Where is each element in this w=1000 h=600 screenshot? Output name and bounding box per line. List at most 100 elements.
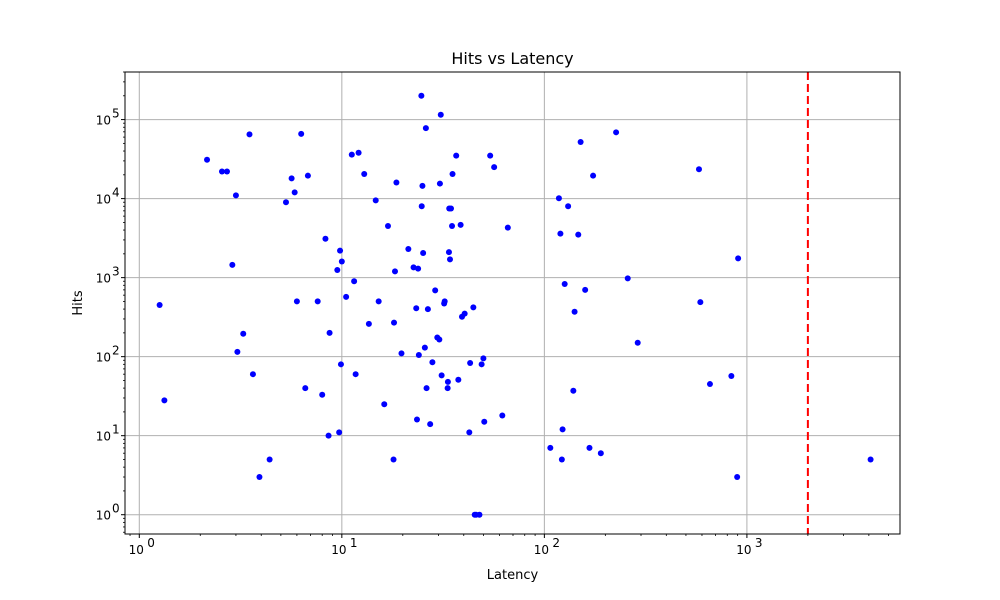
data-point xyxy=(405,246,412,253)
data-point xyxy=(695,166,702,173)
data-point xyxy=(229,261,236,268)
data-point xyxy=(565,203,572,210)
data-point xyxy=(470,304,477,311)
data-point xyxy=(557,230,564,237)
x-tick-label: 10 xyxy=(534,543,549,557)
data-point xyxy=(304,172,311,179)
data-point xyxy=(461,310,468,317)
data-point xyxy=(415,351,422,358)
data-point xyxy=(441,298,448,305)
data-points xyxy=(156,92,874,518)
data-point xyxy=(453,152,460,159)
data-point xyxy=(234,348,241,355)
data-point xyxy=(319,391,326,398)
data-point xyxy=(410,264,417,271)
data-point xyxy=(728,372,735,379)
data-point xyxy=(413,416,420,423)
data-point xyxy=(449,223,456,230)
data-point xyxy=(582,286,589,293)
data-point xyxy=(415,265,422,272)
y-tick-label: 10 xyxy=(96,193,111,207)
data-point xyxy=(444,385,451,392)
data-point xyxy=(246,131,253,138)
y-tick-label: 10 xyxy=(96,509,111,523)
data-point xyxy=(419,182,426,189)
data-point xyxy=(398,350,405,357)
x-tick-exponent: 0 xyxy=(147,536,155,550)
data-point xyxy=(337,247,344,254)
y-tick-exponent: 0 xyxy=(112,502,120,516)
data-point xyxy=(455,376,462,383)
data-point xyxy=(438,372,445,379)
data-point xyxy=(734,474,741,481)
data-point xyxy=(325,432,332,439)
data-point xyxy=(476,511,483,518)
data-point xyxy=(449,170,456,177)
data-point xyxy=(575,231,582,238)
y-tick-exponent: 2 xyxy=(112,344,120,358)
data-point xyxy=(706,381,713,388)
data-point xyxy=(555,195,562,202)
data-point xyxy=(597,450,604,457)
data-point xyxy=(326,329,333,336)
data-point xyxy=(314,298,321,305)
data-point xyxy=(491,164,498,171)
data-point xyxy=(558,456,565,463)
data-point xyxy=(448,205,455,212)
data-point xyxy=(577,139,584,146)
plot-area-frame xyxy=(124,71,901,535)
x-tick-label: 10 xyxy=(129,543,144,557)
data-point xyxy=(867,456,874,463)
y-tick-label: 10 xyxy=(96,114,111,128)
data-point xyxy=(590,172,597,179)
data-point xyxy=(478,361,485,368)
data-point xyxy=(156,302,163,309)
data-point xyxy=(256,474,263,481)
data-point xyxy=(293,298,300,305)
y-tick-exponent: 1 xyxy=(112,423,120,437)
data-point xyxy=(355,149,362,156)
data-point xyxy=(432,287,439,294)
y-tick-label: 10 xyxy=(96,351,111,365)
data-point xyxy=(384,223,391,230)
data-point xyxy=(391,319,398,326)
x-tick-label: 10 xyxy=(736,543,751,557)
data-point xyxy=(457,221,464,228)
x-tick-exponent: 2 xyxy=(552,536,560,550)
data-point xyxy=(547,444,554,451)
data-point xyxy=(381,401,388,408)
data-point xyxy=(481,418,488,425)
data-point xyxy=(348,151,355,158)
data-point xyxy=(436,336,443,343)
data-point xyxy=(420,249,427,256)
data-point xyxy=(322,235,329,242)
data-point xyxy=(613,129,620,136)
data-point xyxy=(624,275,631,282)
data-point xyxy=(375,298,382,305)
data-point xyxy=(427,421,434,428)
data-point xyxy=(423,385,430,392)
data-point xyxy=(444,378,451,385)
y-tick-exponent: 4 xyxy=(112,186,120,200)
data-point xyxy=(390,456,397,463)
data-point xyxy=(487,152,494,159)
x-tick-exponent: 1 xyxy=(350,536,358,550)
data-point xyxy=(571,308,578,315)
data-point xyxy=(697,299,704,306)
grid-lines xyxy=(125,72,900,534)
data-point xyxy=(302,385,309,392)
data-point xyxy=(418,203,425,210)
data-point xyxy=(436,180,443,187)
data-point xyxy=(561,281,568,288)
data-point xyxy=(499,412,506,419)
x-axis-label: Latency xyxy=(487,568,539,583)
y-tick-exponent: 3 xyxy=(112,265,120,279)
data-point xyxy=(422,125,429,132)
data-point xyxy=(266,456,273,463)
data-point xyxy=(424,306,431,313)
y-axis-label: Hits xyxy=(71,290,86,315)
data-point xyxy=(365,320,372,327)
data-point xyxy=(334,266,341,273)
